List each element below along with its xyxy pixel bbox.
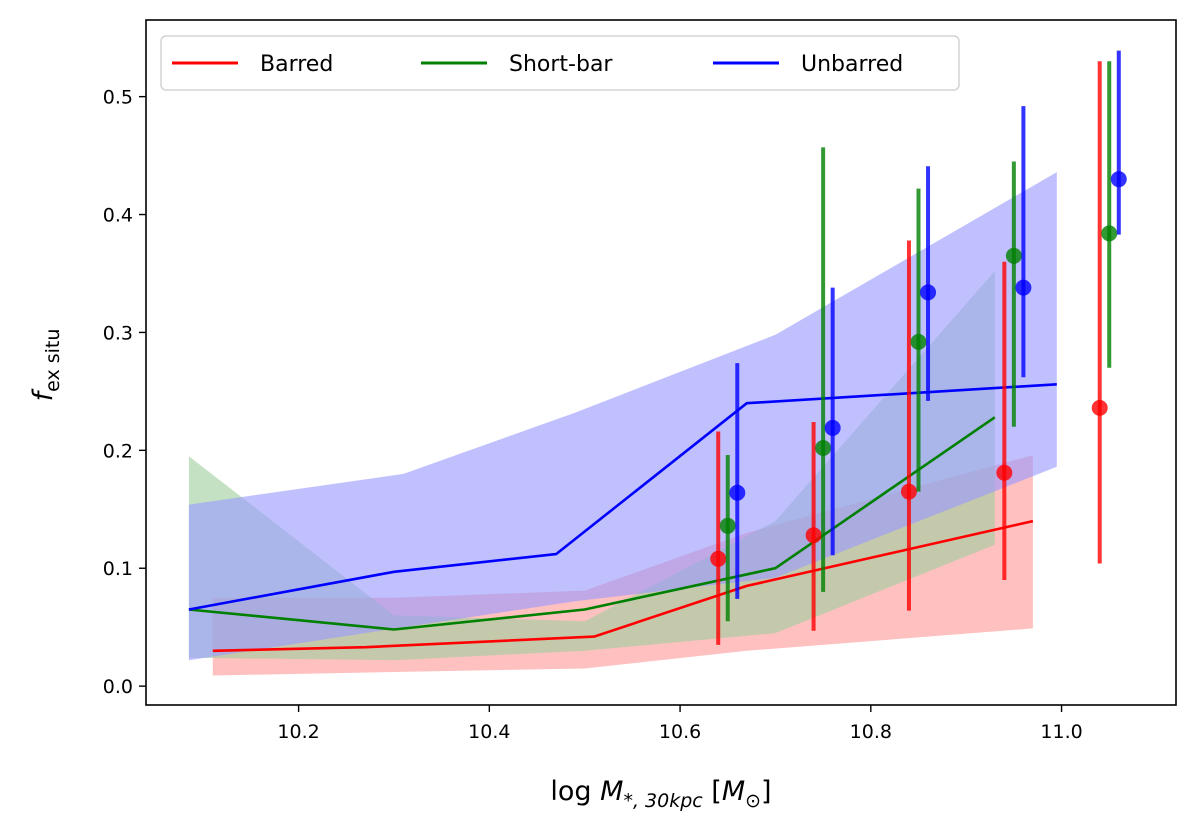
point-unbarred	[824, 419, 841, 436]
y-axis-ticks: 0.0 0.1 0.2 0.3 0.4 0.5	[103, 87, 146, 698]
legend-label-barred: Barred	[260, 52, 333, 77]
x-tick-label: 11.0	[1040, 721, 1082, 743]
x-tick-label: 10.4	[468, 721, 510, 743]
y-tick-label: 0.4	[103, 205, 133, 227]
y-tick-label: 0.0	[103, 676, 133, 698]
point-barred	[900, 483, 917, 500]
legend-box	[160, 35, 960, 91]
point-barred	[996, 464, 1013, 481]
point-unbarred	[1015, 279, 1032, 296]
point-unbarred	[1110, 171, 1127, 188]
confidence-bands	[188, 172, 1057, 676]
median-lines	[188, 383, 1057, 653]
y-tick-label: 0.5	[103, 87, 133, 109]
point-short-bar	[1101, 225, 1118, 242]
point-unbarred	[920, 284, 937, 301]
x-tick-label: 10.8	[850, 721, 892, 743]
point-unbarred	[729, 484, 746, 501]
point-barred	[710, 550, 727, 567]
y-tick-label: 0.3	[103, 322, 133, 344]
legend-label-unbarred: Unbarred	[801, 52, 903, 77]
binned-points	[710, 50, 1127, 645]
y-tick-label: 0.2	[103, 440, 133, 462]
point-short-bar	[1005, 247, 1022, 264]
legend: Barred Short-bar Unbarred	[160, 35, 960, 91]
point-short-bar	[815, 439, 832, 456]
line-unbarred	[188, 383, 1057, 611]
point-short-bar	[719, 517, 736, 534]
point-barred	[1091, 399, 1108, 416]
band-unbarred	[188, 172, 1057, 661]
line-short-bar	[188, 416, 996, 631]
x-tick-label: 10.2	[277, 721, 319, 743]
x-axis-ticks: 10.2 10.4 10.6 10.8 11.0	[277, 705, 1083, 743]
plot-frame	[145, 19, 1177, 706]
x-axis-label: log M*, 30kpc [M⊙]	[550, 776, 771, 812]
point-barred	[805, 527, 822, 544]
y-tick-label: 0.1	[103, 558, 133, 580]
x-tick-label: 10.6	[659, 721, 701, 743]
line-barred	[212, 519, 1034, 653]
legend-label-short-bar: Short-bar	[509, 52, 613, 77]
point-short-bar	[910, 333, 927, 350]
